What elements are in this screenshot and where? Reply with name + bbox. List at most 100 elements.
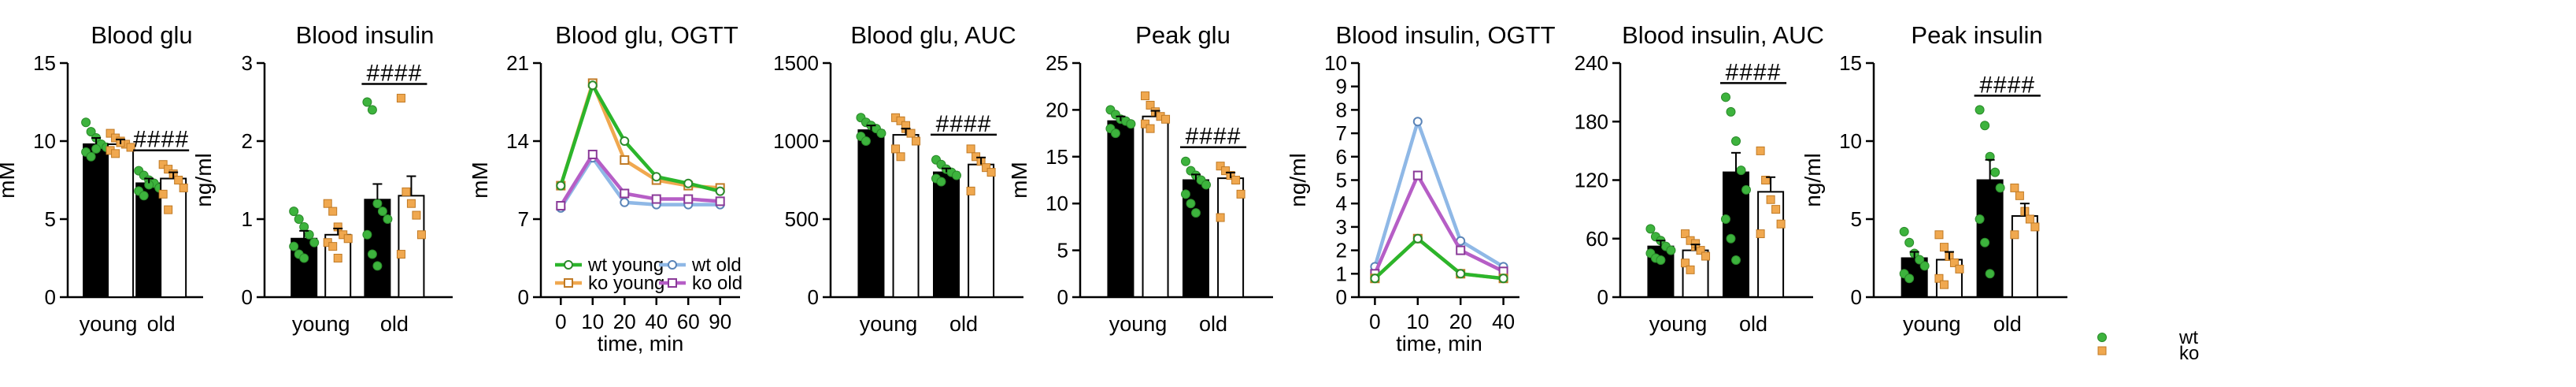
y-tick-label: 1 — [1336, 262, 1347, 285]
data-point — [1681, 229, 1690, 239]
x-tick-label: 0 — [1369, 310, 1380, 333]
x-tick-label: young — [860, 312, 918, 336]
data-point — [383, 214, 393, 224]
data-point — [1731, 136, 1741, 146]
y-tick-label: 500 — [785, 207, 819, 231]
data-point — [111, 149, 120, 158]
series-point — [1412, 233, 1423, 244]
data-point — [416, 230, 426, 240]
data-point — [396, 250, 405, 259]
y-tick-label: 2 — [242, 129, 253, 153]
x-tick-label: old — [380, 312, 409, 336]
y-axis-label: mM — [1007, 162, 1031, 199]
y-tick-label: 5 — [1057, 239, 1068, 262]
legend-label-wt: wt — [2178, 327, 2198, 348]
x-tick-label: young — [80, 312, 138, 336]
data-point — [1726, 233, 1736, 244]
series-point — [651, 194, 661, 204]
data-point — [1141, 91, 1150, 101]
series-point — [683, 178, 694, 188]
y-tick-label: 15 — [1046, 145, 1068, 169]
data-point — [1181, 189, 1190, 199]
y-tick-label: 15 — [33, 51, 56, 75]
data-point — [1645, 224, 1656, 234]
series-point — [587, 80, 598, 91]
legend-label: ko old — [692, 273, 742, 294]
data-point — [294, 214, 304, 224]
data-point — [1955, 264, 1964, 274]
y-tick-label: 7 — [1336, 121, 1347, 145]
data-point — [1985, 269, 1995, 279]
data-point — [966, 144, 975, 154]
data-point — [1980, 237, 1990, 247]
y-axis-label: ng/ml — [191, 153, 216, 207]
x-tick-label: old — [949, 312, 978, 336]
data-point — [1141, 119, 1150, 128]
data-point — [2015, 191, 2024, 200]
legend-label-ko: ko — [2179, 343, 2199, 364]
series-point — [556, 180, 566, 191]
x-tick-label: old — [1993, 312, 2022, 336]
y-tick-label: 5 — [1336, 169, 1347, 192]
data-point — [323, 199, 332, 208]
data-point — [328, 207, 338, 216]
series-point — [620, 155, 630, 166]
data-point — [1904, 237, 1915, 247]
significance-label: #### — [367, 61, 423, 87]
y-tick-label: 0 — [808, 285, 819, 309]
bar-wt-old — [1976, 179, 2004, 298]
data-point — [367, 105, 377, 115]
y-axis-label: mM — [0, 162, 19, 199]
data-point — [1980, 121, 1990, 131]
data-point — [1146, 124, 1155, 133]
legend-item: wt young — [555, 255, 664, 276]
data-point — [1726, 106, 1736, 117]
chart-title: Blood glu — [91, 21, 192, 49]
series-line-wt-young — [1373, 236, 1504, 281]
data-point — [1110, 128, 1120, 139]
data-point — [1975, 214, 1985, 224]
y-tick-label: 7 — [518, 207, 529, 231]
legend-item: wt old — [659, 255, 742, 276]
data-point — [158, 189, 168, 199]
y-tick-label: 20 — [1046, 98, 1068, 121]
data-point — [2030, 222, 2040, 232]
data-point — [1146, 100, 1155, 110]
data-point — [1761, 176, 1771, 184]
data-point — [1939, 280, 1949, 289]
bar-wt-old — [1183, 179, 1209, 298]
data-point — [362, 97, 372, 107]
data-point — [896, 116, 905, 125]
x-tick-label: old — [1739, 312, 1767, 336]
series-point — [1370, 274, 1380, 284]
series-line-ko-old — [559, 152, 720, 207]
data-point — [1736, 166, 1746, 176]
y-axis-label: ng/ml — [1801, 153, 1825, 207]
series-point — [683, 194, 694, 204]
y-tick-label: 10 — [1324, 51, 1347, 75]
data-point — [158, 160, 168, 169]
y-tick-label: 0 — [1336, 285, 1347, 309]
y-tick-label: 60 — [1586, 227, 1608, 251]
data-point — [367, 249, 377, 259]
x-tick-label: old — [147, 312, 176, 336]
data-point — [1231, 176, 1241, 184]
chart-panel-1: 0 1 2 3 Blood insulin ng/ml young old #### — [191, 21, 453, 336]
series-point — [1498, 274, 1508, 284]
data-point — [1721, 214, 1730, 224]
legend-marker — [564, 278, 573, 288]
y-tick-label: 1 — [242, 207, 253, 231]
data-point — [299, 221, 309, 232]
data-point — [1741, 184, 1751, 195]
bar-wt-old — [135, 182, 163, 298]
data-point — [81, 117, 91, 128]
data-point — [1975, 105, 1985, 115]
y-tick-label: 25 — [1046, 51, 1068, 75]
data-point — [372, 261, 383, 271]
x-tick-label: 40 — [1492, 310, 1515, 333]
data-point — [406, 199, 416, 208]
data-point — [1191, 208, 1201, 218]
series-point — [620, 197, 630, 207]
bar-ko-young — [1142, 115, 1169, 298]
chart-title: Blood glu, OGTT — [555, 21, 738, 49]
